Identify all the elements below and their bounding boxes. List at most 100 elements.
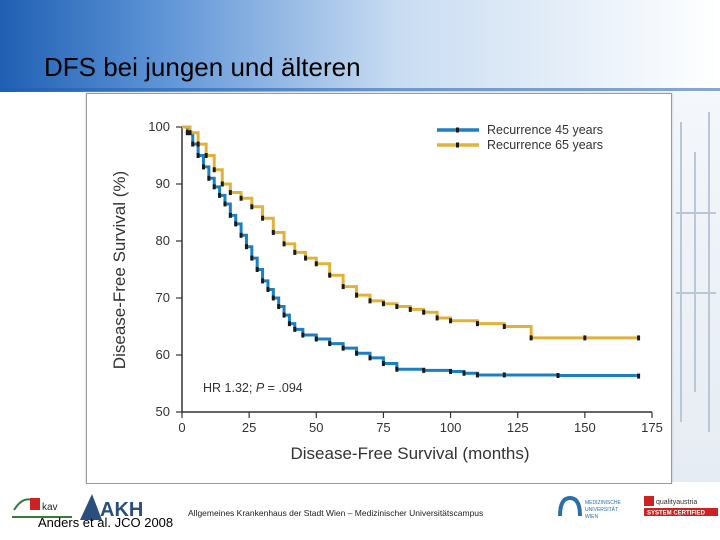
legend-marker — [456, 142, 459, 148]
series-line-65 — [182, 125, 639, 340]
censor-mark — [244, 244, 248, 250]
citation: Anders et al. JCO 2008 — [38, 515, 174, 530]
censor-mark — [293, 249, 297, 255]
x-tick-label: 75 — [376, 420, 390, 435]
censor-mark — [261, 278, 265, 284]
quality-austria-logo: qualityaustria SYSTEM CERTIFIED — [644, 494, 718, 524]
censor-mark — [277, 304, 281, 310]
x-tick-label: 50 — [309, 420, 323, 435]
right-decoration — [672, 92, 720, 482]
y-tick-label: 70 — [156, 290, 170, 305]
censor-mark — [328, 272, 332, 278]
censor-mark — [220, 181, 224, 187]
censor-mark — [449, 369, 453, 375]
censor-mark — [583, 335, 587, 341]
censor-mark — [475, 321, 479, 327]
dfs-chart: 0 25 50 75 100 125 150 175 50 60 70 80 90 100 Recurr… — [110, 119, 663, 463]
censor-mark — [185, 130, 189, 136]
censor-mark — [381, 361, 385, 367]
censor-mark — [328, 341, 332, 347]
censor-mark — [301, 332, 305, 338]
x-tick-label: 100 — [440, 420, 462, 435]
censor-mark — [191, 141, 195, 147]
censor-mark — [355, 350, 359, 356]
censor-mark — [228, 190, 232, 196]
censor-mark — [341, 345, 345, 351]
censor-mark — [502, 324, 506, 329]
censor-mark — [462, 370, 466, 376]
x-tick-label: 0 — [178, 420, 185, 435]
censor-mark — [422, 309, 426, 315]
censor-mark — [502, 372, 506, 378]
censor-mark — [282, 241, 286, 247]
x-tick-label: 150 — [574, 420, 596, 435]
censor-mark — [212, 167, 216, 173]
svg-text:WIEN: WIEN — [585, 514, 598, 520]
censor-mark — [293, 326, 297, 332]
svg-text:qualityaustria: qualityaustria — [656, 499, 697, 506]
censor-mark — [196, 141, 200, 147]
censor-mark — [355, 292, 359, 298]
censor-mark — [282, 312, 286, 318]
censor-mark — [266, 286, 270, 292]
kav-logo: kav — [10, 490, 74, 524]
censor-mark — [408, 306, 412, 312]
y-tick-label: 50 — [156, 404, 170, 419]
censor-mark — [255, 267, 259, 272]
akh-logo: AKH — [80, 492, 150, 522]
censor-mark — [368, 355, 372, 361]
svg-text:kav: kav — [42, 502, 58, 513]
censor-mark — [239, 232, 243, 238]
y-axis-title: Disease-Free Survival (%) — [110, 171, 129, 369]
x-tick-label: 25 — [242, 420, 256, 435]
censor-mark — [228, 212, 232, 218]
footer: kav AKH MEDIZINISCHE UNIVERSITÄT WIEN qu… — [0, 484, 720, 540]
y-tick-label: 80 — [156, 233, 170, 248]
title-rule — [0, 88, 720, 91]
svg-text:SYSTEM CERTIFIED: SYSTEM CERTIFIED — [647, 511, 706, 517]
censor-mark — [304, 255, 308, 261]
censor-mark — [196, 153, 200, 158]
censor-mark — [435, 315, 439, 321]
censor-mark — [271, 229, 275, 235]
censor-mark — [422, 367, 426, 373]
svg-text:UNIVERSITÄT: UNIVERSITÄT — [585, 506, 618, 513]
censor-mark — [381, 301, 385, 307]
chart-frame: 0 25 50 75 100 125 150 175 50 60 70 80 90 100 Recurr… — [86, 93, 672, 484]
censor-mark — [475, 372, 479, 378]
censor-mark — [271, 295, 275, 301]
legend-marker — [456, 127, 459, 133]
slide-title: DFS bei jungen und älteren — [44, 52, 361, 82]
censor-mark — [314, 336, 318, 342]
hr-annotation: HR 1.32; P = .094 — [203, 381, 303, 395]
censor-mark — [395, 304, 399, 310]
header-band — [0, 0, 720, 92]
svg-text:AKH: AKH — [100, 499, 143, 521]
censor-mark — [449, 318, 453, 324]
y-tick-label: 60 — [156, 347, 170, 362]
censor-mark — [250, 204, 254, 210]
legend-label: Recurrence 65 years — [487, 138, 603, 152]
censor-mark — [212, 184, 216, 190]
x-tick-label: 175 — [641, 420, 663, 435]
censor-mark — [287, 321, 291, 327]
censor-mark — [218, 192, 222, 198]
censor-mark — [250, 255, 254, 261]
x-tick-label: 125 — [507, 420, 529, 435]
censor-mark — [207, 175, 211, 181]
y-tick-label: 100 — [148, 119, 170, 134]
censor-mark — [204, 153, 208, 158]
x-axis-title: Disease-Free Survival (months) — [290, 444, 529, 463]
censor-mark — [239, 195, 243, 201]
censor-mark — [637, 373, 641, 379]
censor-mark — [556, 373, 560, 379]
censor-mark — [223, 201, 227, 207]
svg-text:MEDIZINISCHE: MEDIZINISCHE — [585, 500, 622, 506]
censor-mark — [368, 298, 372, 304]
censor-mark — [234, 221, 238, 227]
footer-text: Allgemeines Krankenhaus der Stadt Wien –… — [188, 508, 484, 518]
legend-label: Recurrence 45 years — [487, 123, 603, 137]
censor-mark — [341, 284, 345, 290]
censor-mark — [201, 164, 205, 170]
censor-mark — [188, 130, 192, 136]
